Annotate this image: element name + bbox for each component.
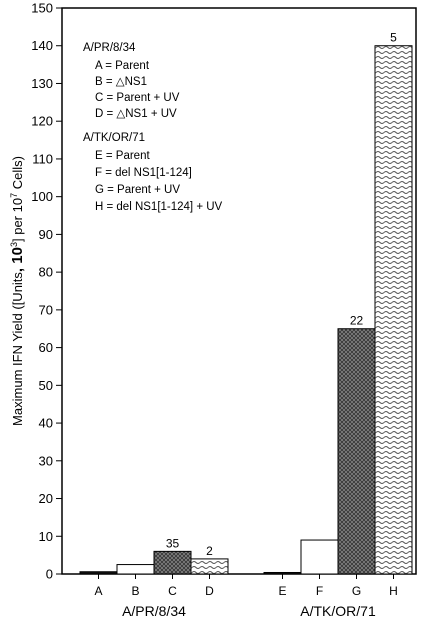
bar-a [79,571,118,575]
data-label-g: 22 [350,314,364,328]
legend: A/PR/8/34 A = Parent B = △NS1 C = Parent… [83,42,223,213]
legend-entry-b: B = △NS1 [95,76,147,88]
bar-f [300,539,339,575]
y-tick-label: 120 [31,114,53,129]
y-tick-label: 70 [39,302,53,317]
data-label-h: 5 [390,31,397,45]
category-label-a: A [94,584,102,598]
category-label-e: E [278,584,286,598]
group-label-1: A/TK/OR/71 [300,603,376,618]
bar-h [374,45,413,575]
y-tick-label: 60 [39,340,53,355]
legend-entry-h: H = del NS1[1-124] + UV [95,201,223,213]
y-tick-label: 80 [39,265,53,280]
bar-g [337,328,376,575]
category-label-g: G [352,584,361,598]
y-tick-label: 50 [39,378,53,393]
legend-title-apr: A/PR/8/34 [83,42,136,54]
legend-title-atk: A/TK/OR/71 [83,132,145,144]
group-label-0: A/PR/8/34 [122,603,186,618]
y-tick-label: 40 [39,416,53,431]
y-tick-label: 130 [31,76,53,91]
legend-entry-f: F = del NS1[1-124] [95,167,192,179]
y-tick-label: 20 [39,491,53,506]
y-tick-label: 140 [31,38,53,53]
x-axis: A B C D E F G H A/PR/8/34 A/TK/OR/71 [94,574,398,618]
category-label-h: H [389,584,398,598]
category-label-c: C [168,584,177,598]
bar-d [190,558,229,575]
legend-entry-d: D = △NS1 + UV [95,108,177,120]
data-label-d: 2 [206,544,213,558]
y-axis: 0 10 20 30 40 50 60 70 80 90 100 110 120 130 140 150 [31,1,62,582]
y-tick-label: 100 [31,189,53,204]
y-axis-label: Maximum IFN Yield ([Units, 103] per 107 … [9,156,26,426]
plot-area [61,7,417,575]
legend-entry-g: G = Parent + UV [95,184,180,196]
y-tick-label: 150 [31,1,53,16]
bar-b [116,564,155,575]
legend-entry-e: E = Parent [95,150,150,162]
y-tick-label: 0 [46,567,53,582]
category-label-d: D [205,584,214,598]
data-label-c: 35 [166,536,180,550]
y-tick-label: 110 [32,151,53,166]
bar-c [153,550,192,575]
category-label-f: F [316,584,323,598]
y-tick-label: 10 [39,529,53,544]
bar-e [263,571,302,575]
category-label-b: B [131,584,139,598]
y-tick-label: 90 [39,227,53,242]
y-tick-label: 30 [39,453,53,468]
legend-entry-a: A = Parent [95,60,150,72]
legend-entry-c: C = Parent + UV [95,92,180,104]
